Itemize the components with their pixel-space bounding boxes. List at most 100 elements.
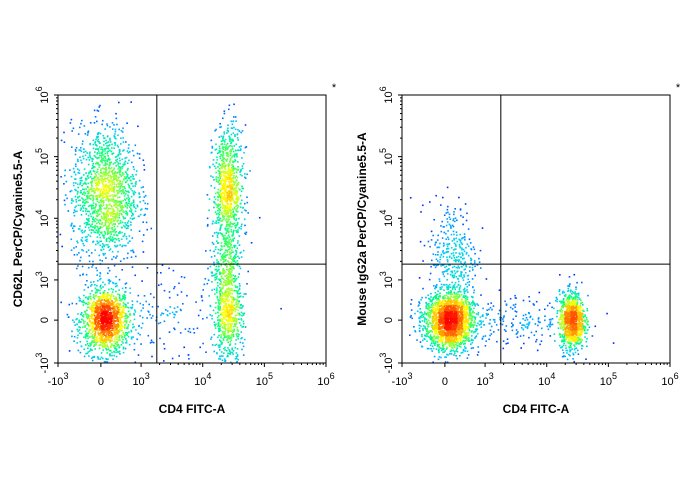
event-dot [115,275,117,278]
event-dot [146,267,149,269]
event-dot [91,221,94,223]
event-dot [117,324,120,327]
event-dot [214,222,216,224]
event-dot [230,206,232,208]
event-dot [89,315,92,317]
event-dot [229,136,231,139]
event-dot [227,313,230,316]
event-dot [509,306,512,309]
event-dot [63,183,65,185]
event-dot [83,231,85,233]
event-dot [105,167,107,169]
event-dot [78,172,81,174]
event-dot [110,295,113,297]
event-dot [235,187,237,190]
event-dot [99,340,101,342]
event-dot [155,319,157,322]
event-dot [222,257,224,259]
event-dot [227,153,229,155]
event-dot [231,145,234,148]
event-dot [231,292,234,295]
event-dot [247,270,249,273]
event-dot [96,327,98,330]
event-dot [98,337,100,340]
event-dot [94,341,96,343]
event-dot [232,333,235,336]
event-dot [106,212,108,215]
event-dot [64,169,66,172]
event-dot [125,141,127,143]
event-dot [214,306,217,309]
event-dot [116,284,118,287]
event-dot [127,227,129,229]
event-dot [74,206,76,209]
event-dot [101,326,103,329]
event-dot [220,159,223,162]
event-dot [77,158,79,161]
event-dot [86,323,88,326]
event-dot [96,161,98,164]
event-dot [120,312,123,315]
event-dot [136,205,139,208]
event-dot [140,209,142,211]
event-dot [230,262,233,264]
event-dot [141,322,144,325]
event-dot [126,162,129,164]
event-dot [227,291,230,294]
event-dot [111,258,113,261]
event-dot [87,306,89,309]
event-dot [79,299,81,302]
event-dot [110,298,112,301]
event-dot [131,161,133,164]
event-dot [138,192,140,194]
event-dot [98,152,101,154]
event-dot [87,297,89,300]
event-dot [120,334,123,337]
event-dot [109,126,111,128]
event-dot [102,293,104,296]
event-dot [219,206,222,209]
event-dot [122,342,124,344]
event-dot [467,354,470,356]
event-dot [107,195,110,198]
event-dot [98,201,100,204]
event-dot [235,339,237,341]
event-dot [116,341,119,343]
event-dot [228,305,230,308]
event-dot [90,343,92,346]
event-dot [232,199,235,202]
event-dot [73,171,76,174]
event-dot [105,194,108,197]
event-dot [83,202,86,204]
event-dot [120,344,123,346]
event-dot [100,284,102,287]
event-dot [92,309,94,312]
event-dot [116,192,119,195]
event-dot [100,249,102,251]
event-dot [231,265,234,268]
event-dot [241,211,243,214]
event-dot [123,293,125,296]
event-dot [222,204,224,207]
event-dot [214,198,217,201]
event-dot [115,304,118,306]
event-dot [119,317,121,320]
event-dot [150,339,153,342]
event-dot [132,323,134,326]
event-dot [118,312,121,314]
event-dot [240,307,243,309]
event-dot [222,179,225,182]
event-dot [225,206,227,208]
event-dot [87,347,89,350]
event-dot [120,206,122,209]
event-dot [232,155,234,157]
event-dot [105,217,108,219]
event-dot [117,250,119,253]
event-dot [111,188,114,191]
event-dot [116,330,119,333]
event-dot [146,203,149,205]
event-dot [107,210,109,212]
event-dot [215,220,218,222]
event-dot [88,190,90,193]
event-dot [459,208,462,210]
